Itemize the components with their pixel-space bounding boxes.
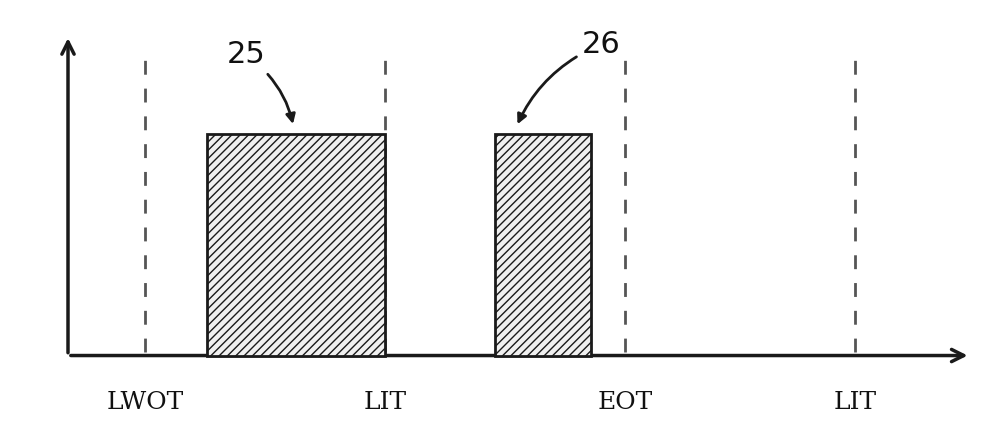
Text: 25: 25 <box>226 40 294 121</box>
Bar <box>495 134 591 355</box>
Text: LIT: LIT <box>363 391 406 414</box>
Text: LWOT: LWOT <box>106 391 183 414</box>
Text: 26: 26 <box>519 30 620 121</box>
Text: LIT: LIT <box>834 391 877 414</box>
Bar <box>207 134 385 355</box>
Text: EOT: EOT <box>597 391 652 414</box>
